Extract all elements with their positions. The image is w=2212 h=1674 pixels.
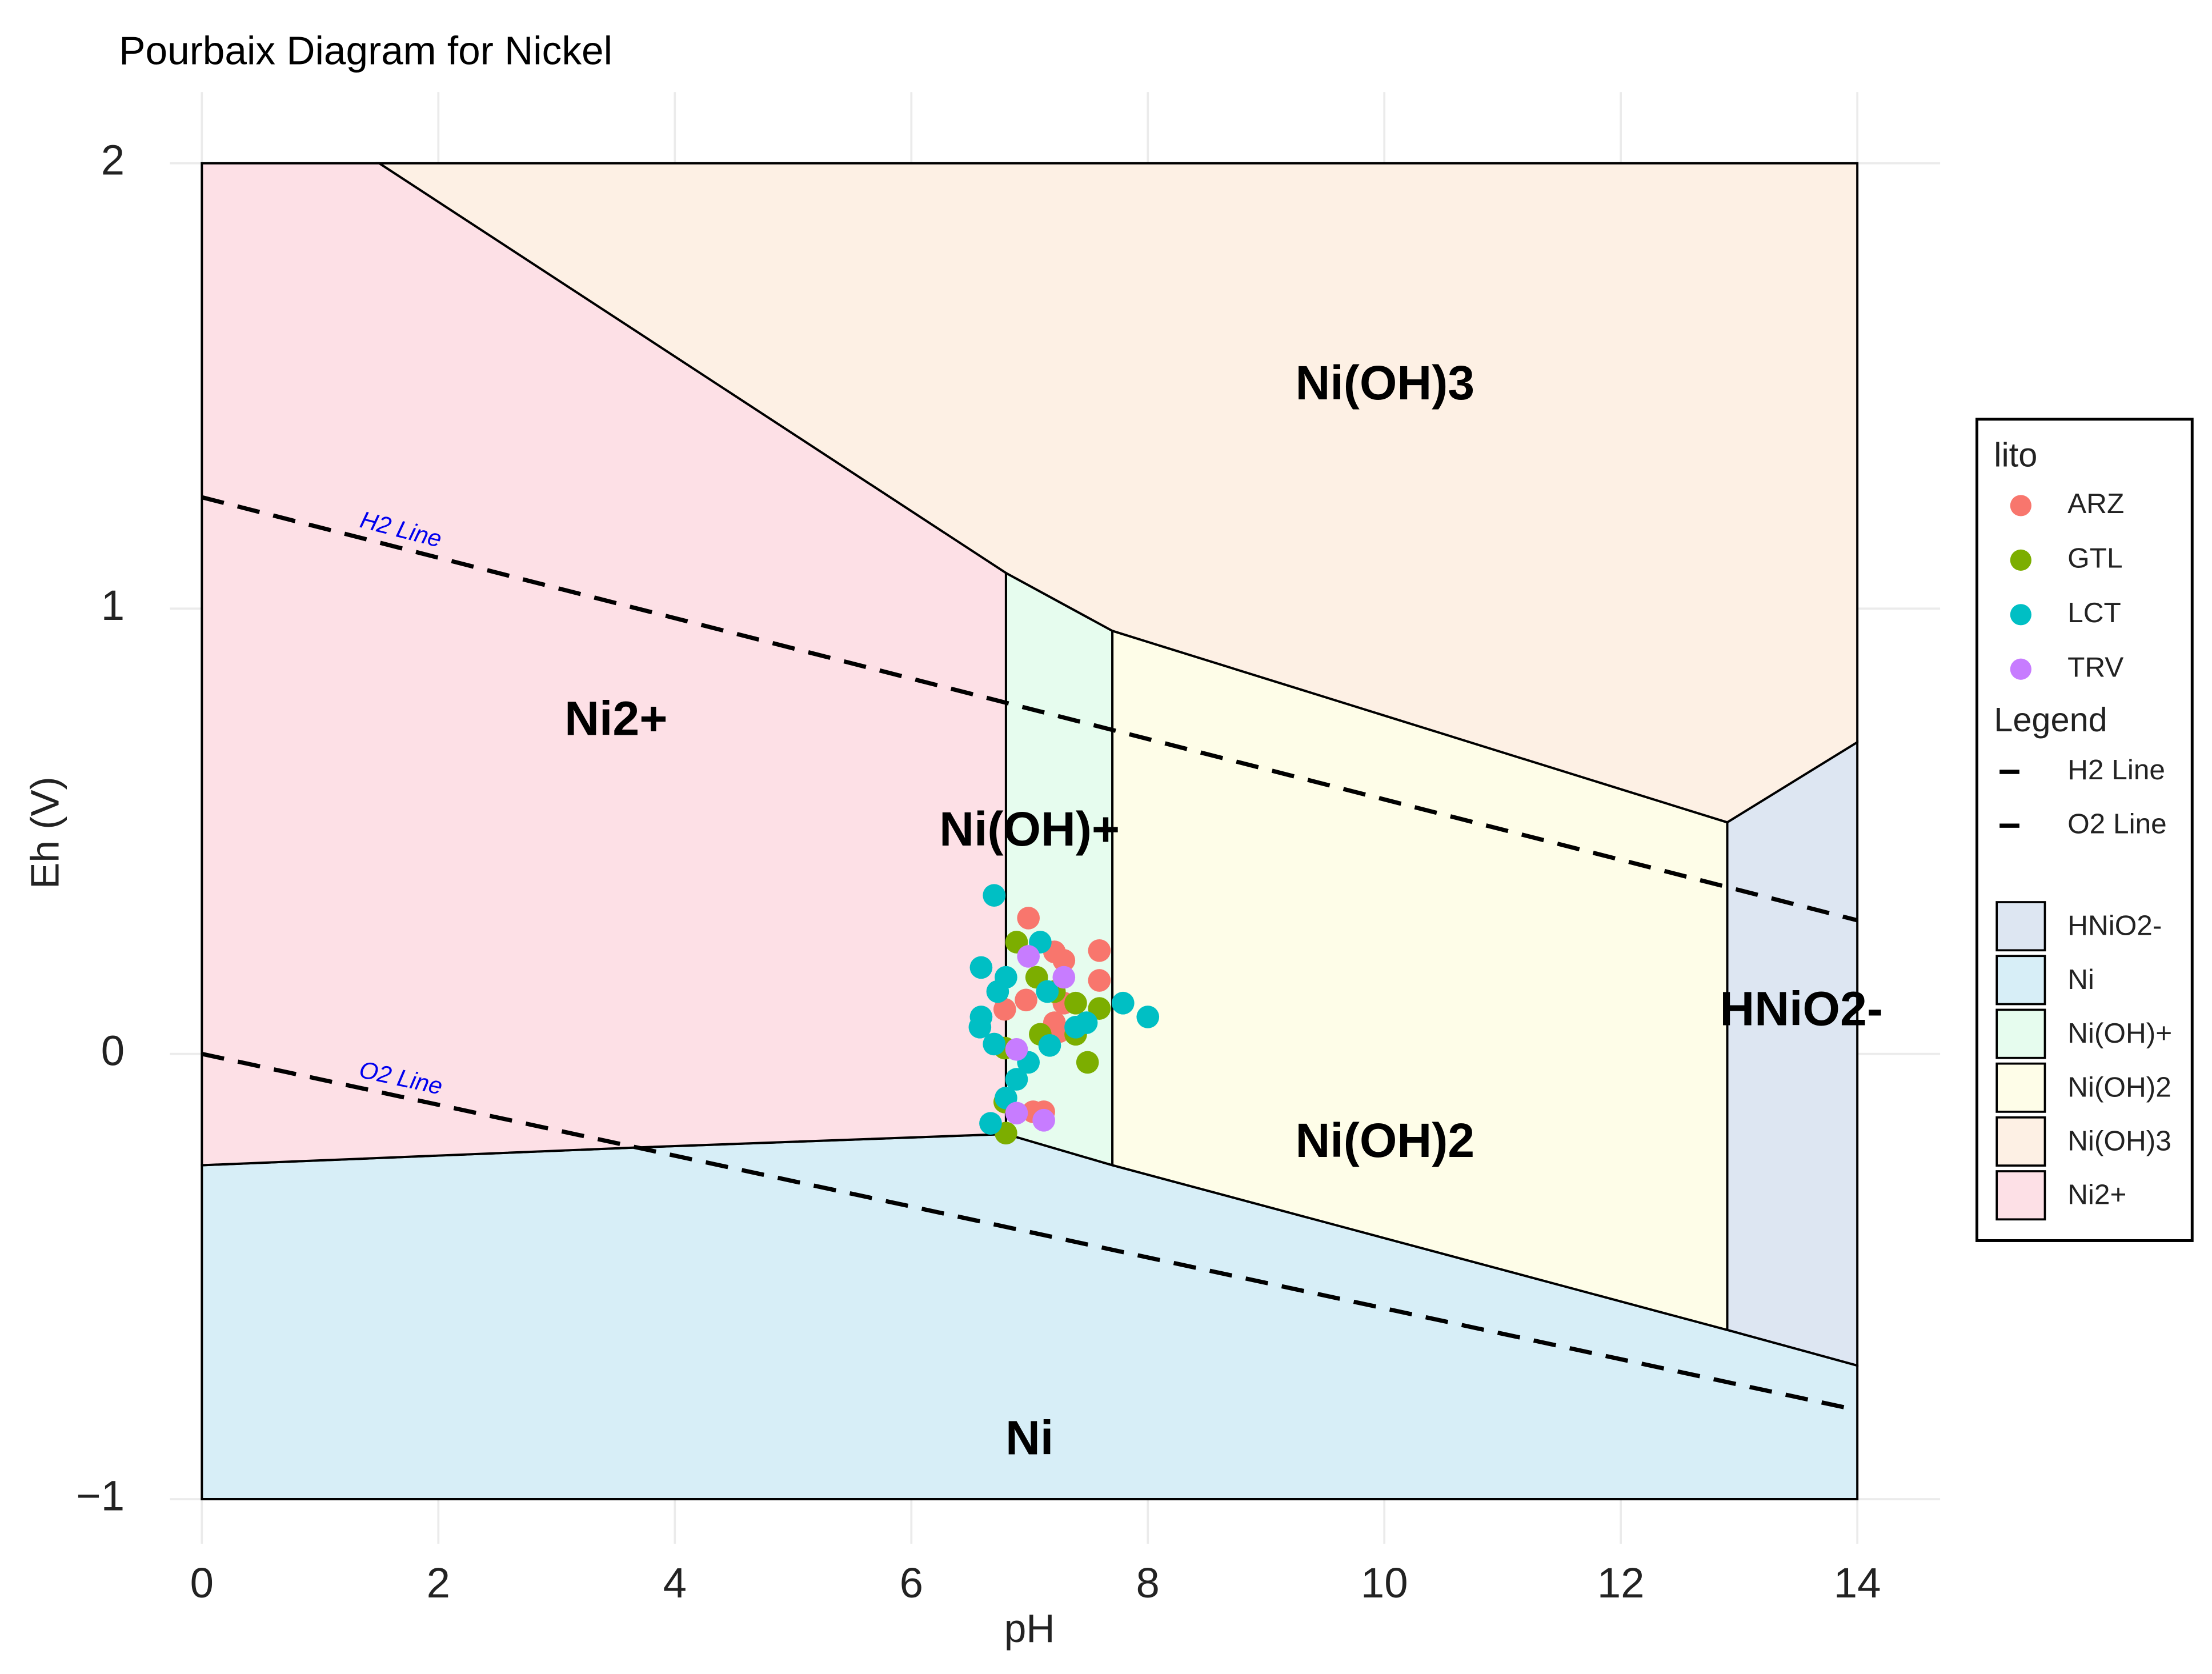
reference-line <box>201 495 1858 923</box>
legend-title: Legend <box>1994 700 2107 739</box>
y-axis-label: Eh (V) <box>23 776 67 889</box>
point <box>1064 991 1087 1015</box>
region-label: Ni2+ <box>564 691 667 745</box>
legend-marker <box>2010 495 2031 516</box>
point <box>1076 1051 1099 1074</box>
legend-label: LCT <box>2067 596 2121 628</box>
legend-swatch <box>1995 1116 2046 1167</box>
legend-swatch <box>1995 901 2046 952</box>
point <box>1111 991 1135 1015</box>
reference-line <box>201 1051 1858 1412</box>
lines <box>201 495 1858 1412</box>
points <box>968 884 1160 1145</box>
regions <box>201 162 1859 1500</box>
point <box>979 1112 1002 1135</box>
y-tick-label: 2 <box>101 136 125 183</box>
legend-swatch <box>1995 1008 2046 1059</box>
point <box>1052 949 1076 972</box>
legend-marker <box>2010 604 2031 626</box>
point <box>1036 980 1059 1003</box>
point <box>1005 1038 1028 1061</box>
legend-swatch <box>1995 1062 2046 1113</box>
point <box>1136 1006 1160 1028</box>
y-tick-label: 0 <box>101 1027 125 1074</box>
point <box>993 998 1016 1021</box>
region-label: Ni(OH)3 <box>1296 356 1475 410</box>
x-tick-label: 6 <box>900 1559 923 1607</box>
legend-label: H2 Line <box>2067 754 2165 786</box>
x-tick-label: 0 <box>190 1559 214 1607</box>
legend-label: Ni2+ <box>2067 1179 2126 1211</box>
point <box>968 1016 992 1039</box>
point <box>1005 1102 1028 1125</box>
point <box>969 956 993 979</box>
region-label: HNiO2- <box>1720 982 1883 1036</box>
region-label: Ni(OH)+ <box>939 802 1120 856</box>
legend-label: TRV <box>2067 651 2123 683</box>
legend-label: Ni(OH)2 <box>2067 1071 2171 1103</box>
x-axis-label: pH <box>1004 1606 1055 1651</box>
y-tick-label: −1 <box>76 1472 125 1520</box>
x-tick-label: 10 <box>1361 1559 1408 1607</box>
legend-swatch <box>1995 1170 2046 1221</box>
legend-swatch <box>1995 955 2046 1006</box>
chart-title: Pourbaix Diagram for Nickel <box>119 29 612 73</box>
legend-label: O2 Line <box>2067 807 2167 839</box>
point <box>983 884 1005 907</box>
legend-marker <box>2010 549 2031 571</box>
point <box>983 1032 1005 1056</box>
point <box>1015 988 1037 1012</box>
legend-label: Ni <box>2067 963 2094 995</box>
point <box>1088 939 1111 962</box>
legend-marker <box>2010 658 2031 680</box>
point <box>1005 1068 1028 1091</box>
legend-label: Ni(OH)+ <box>2067 1017 2172 1049</box>
legend-label: HNiO2- <box>2067 910 2162 942</box>
legend-label: ARZ <box>2067 487 2124 519</box>
legend-label: GTL <box>2067 542 2122 574</box>
point <box>1017 945 1040 968</box>
point <box>1052 966 1076 989</box>
point <box>1064 1016 1087 1039</box>
region-label: Ni <box>1005 1411 1053 1465</box>
x-tick-label: 14 <box>1834 1559 1881 1607</box>
x-tick-label: 4 <box>663 1559 687 1607</box>
legend: lito ARZ GTL LCT TRV Legend H2 Line O2 Line HNiO… <box>1975 418 2194 1242</box>
x-tick-label: 8 <box>1136 1559 1160 1607</box>
point <box>986 980 1009 1003</box>
x-tick-label: 12 <box>1597 1559 1645 1607</box>
point <box>1032 1108 1055 1132</box>
point <box>1088 969 1111 992</box>
region <box>1726 740 1859 1367</box>
legend-title: lito <box>1994 435 2037 474</box>
legend-label: Ni(OH)3 <box>2067 1125 2171 1157</box>
x-tick-label: 2 <box>427 1559 450 1607</box>
point <box>1038 1034 1061 1057</box>
point <box>1017 907 1040 930</box>
y-tick-label: 1 <box>101 582 125 629</box>
region-label: Ni(OH)2 <box>1296 1114 1475 1167</box>
